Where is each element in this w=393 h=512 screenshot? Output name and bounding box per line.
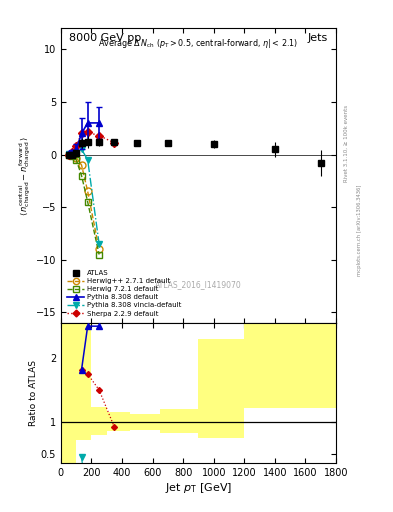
Text: mcplots.cern.ch [arXiv:1306.3436]: mcplots.cern.ch [arXiv:1306.3436]	[357, 185, 362, 276]
Herwig++ 2.7.1 default	[74, 155, 79, 161]
Herwig 7.2.1 default	[79, 173, 84, 179]
Herwig++ 2.7.1 default	[79, 162, 84, 168]
Pythia 8.308 vincia-default	[74, 151, 79, 157]
Text: Rivet 3.1.10, ≥ 100k events: Rivet 3.1.10, ≥ 100k events	[343, 105, 348, 182]
Herwig 7.2.1 default	[70, 153, 75, 159]
Herwig 7.2.1 default	[67, 152, 72, 158]
Herwig++ 2.7.1 default	[85, 188, 90, 195]
Text: 8000 GeV pp: 8000 GeV pp	[69, 33, 141, 42]
Sherpa 2.2.9 default	[97, 133, 101, 139]
X-axis label: Jet $p_{\rm T}$ [GeV]: Jet $p_{\rm T}$ [GeV]	[165, 481, 232, 495]
Pythia 8.308 vincia-default	[70, 151, 75, 157]
Line: Pythia 8.308 vincia-default: Pythia 8.308 vincia-default	[66, 146, 103, 247]
Herwig++ 2.7.1 default	[97, 246, 101, 252]
Text: Average $\Delta\, N_{\rm ch}$ ($p_{\rm T}{>}0.5$, central-forward, $\eta|{<}\,2.: Average $\Delta\, N_{\rm ch}$ ($p_{\rm T…	[98, 37, 299, 50]
Herwig 7.2.1 default	[85, 199, 90, 205]
Line: Sherpa 2.2.9 default: Sherpa 2.2.9 default	[66, 130, 117, 157]
Pythia 8.308 vincia-default	[97, 241, 101, 247]
Sherpa 2.2.9 default	[70, 150, 75, 156]
Herwig 7.2.1 default	[97, 251, 101, 258]
Sherpa 2.2.9 default	[112, 140, 117, 146]
Sherpa 2.2.9 default	[79, 131, 84, 137]
Herwig++ 2.7.1 default	[70, 152, 75, 158]
Herwig++ 2.7.1 default	[67, 152, 72, 158]
Text: ATLAS_2016_I1419070: ATLAS_2016_I1419070	[155, 280, 242, 289]
Pythia 8.308 vincia-default	[85, 157, 90, 163]
Y-axis label: $\langle\, n^{\rm central}_{\rm charged} - n^{\rm forward}_{\rm charged}\,\rangl: $\langle\, n^{\rm central}_{\rm charged}…	[17, 136, 33, 216]
Y-axis label: Ratio to ATLAS: Ratio to ATLAS	[29, 360, 38, 426]
Line: Herwig 7.2.1 default: Herwig 7.2.1 default	[66, 151, 103, 258]
Herwig 7.2.1 default	[74, 157, 79, 163]
Pythia 8.308 vincia-default	[79, 146, 84, 152]
Sherpa 2.2.9 default	[67, 152, 72, 158]
Sherpa 2.2.9 default	[74, 143, 79, 149]
Legend: ATLAS, Herwig++ 2.7.1 default, Herwig 7.2.1 default, Pythia 8.308 default, Pythi: ATLAS, Herwig++ 2.7.1 default, Herwig 7.…	[67, 270, 182, 316]
Line: Herwig++ 2.7.1 default: Herwig++ 2.7.1 default	[66, 151, 103, 253]
Pythia 8.308 vincia-default	[67, 151, 72, 157]
Sherpa 2.2.9 default	[85, 130, 90, 136]
Text: Jets: Jets	[307, 33, 328, 42]
